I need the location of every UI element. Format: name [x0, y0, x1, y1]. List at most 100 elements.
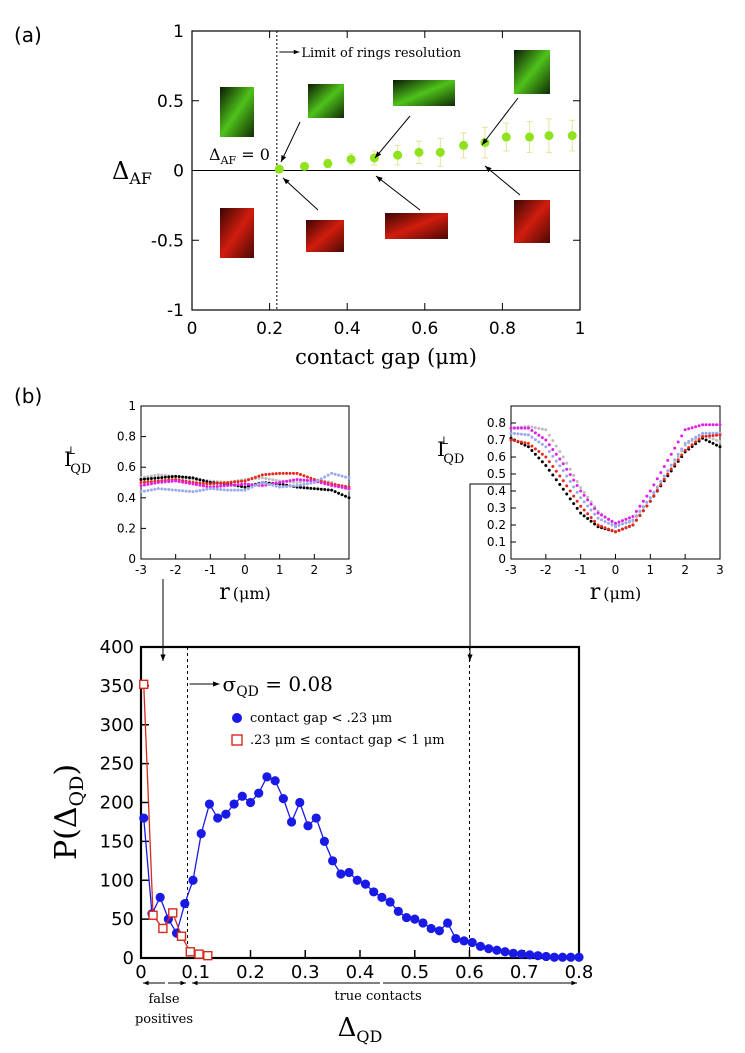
profile-point-gray: [153, 473, 157, 477]
x-tick-label: 0.6: [411, 319, 438, 339]
profile-point-lightblue: [704, 431, 708, 435]
profile-point-lightblue: [333, 472, 337, 476]
profile-point-red: [586, 512, 590, 516]
profile-point-red: [257, 474, 261, 478]
x-tick-label: 0.4: [334, 319, 361, 339]
profile-point-red: [593, 519, 597, 523]
y-tick-label: 0.5: [157, 92, 184, 112]
profile-point-lightblue: [156, 487, 160, 491]
y-tick-label: 0.8: [117, 430, 136, 444]
profile-point-black: [326, 488, 330, 492]
profile-point-lightblue: [627, 519, 631, 523]
profile-point-magenta: [641, 499, 645, 503]
profile-point-black: [174, 474, 178, 478]
profile-point-magenta: [305, 478, 309, 482]
profile-point-magenta: [662, 465, 666, 469]
green-thumbnail-3: [393, 80, 455, 106]
profile-point-red: [298, 473, 302, 477]
data-point: [459, 140, 469, 150]
red-square-point: [158, 923, 168, 934]
profile-point-magenta: [708, 423, 712, 427]
profile-point-gray: [589, 500, 593, 504]
profile-point-gray: [561, 455, 565, 459]
profile-point-red: [718, 433, 722, 437]
profile-point-magenta: [194, 483, 198, 487]
profile-point-lightblue: [690, 437, 694, 441]
blue-circle-point: [295, 797, 305, 808]
profile-point-lightblue: [600, 518, 604, 522]
profile-point-black: [312, 487, 316, 491]
blue-circle-point: [180, 898, 190, 909]
x-tick-label: 0.1: [181, 962, 210, 983]
profile-point-magenta: [278, 481, 282, 484]
thumb-arrow-r3: [375, 175, 421, 211]
blue-circle-point: [270, 776, 280, 786]
profile-point-red: [215, 481, 219, 485]
profile-point-lightblue: [551, 454, 555, 458]
profile-point-magenta: [540, 436, 544, 440]
y-tick-label: 0.4: [487, 484, 506, 498]
profile-point-black: [281, 483, 285, 487]
profile-point-magenta: [551, 448, 555, 452]
x-tick-label: 1: [575, 319, 586, 339]
profile-point-magenta: [212, 485, 216, 489]
x-tick-label: -3: [505, 563, 517, 577]
data-point: [393, 150, 403, 160]
profile-point-black: [582, 514, 586, 518]
profile-point-magenta: [215, 484, 219, 488]
profile-point-red: [201, 481, 205, 485]
profile-point-magenta: [184, 481, 188, 485]
profile-point-red: [673, 462, 677, 466]
profile-point-red: [271, 472, 275, 476]
profile-point-magenta: [547, 443, 551, 447]
profile-point-red: [295, 471, 299, 475]
data-point: [567, 131, 577, 141]
profile-point-magenta: [205, 484, 209, 488]
profile-point-magenta: [544, 438, 548, 442]
profile-point-magenta: [666, 458, 670, 462]
profile-point-gray: [572, 473, 576, 477]
profile-point-magenta: [302, 478, 306, 482]
data-point: [274, 164, 284, 174]
profile-point-lightblue: [236, 488, 240, 492]
profile-point-magenta: [648, 489, 652, 493]
profile-point-red: [519, 440, 523, 444]
profile-point-red: [233, 480, 237, 484]
blue-circle-point: [303, 821, 313, 831]
profile-point-lightblue: [240, 488, 244, 492]
profile-point-lightblue: [568, 479, 572, 483]
x-tick-label: -1: [204, 563, 216, 577]
profile-point-black: [704, 438, 708, 442]
profile-point-gray: [257, 476, 261, 480]
profile-point-black: [593, 522, 597, 526]
profile-point-red: [198, 481, 202, 485]
profile-point-magenta: [561, 462, 565, 466]
profile-point-gray: [271, 478, 275, 482]
profile-point-lightblue: [260, 481, 264, 484]
profile-point-red: [596, 523, 600, 527]
profile-point-red: [240, 479, 244, 483]
profile-point-magenta: [603, 515, 607, 519]
profile-point-magenta: [219, 484, 223, 488]
thumb-arrow-g2-head: [281, 155, 287, 162]
legend-marker-square: [231, 734, 243, 746]
limit-annotation-arrow-head: [293, 49, 300, 55]
profile-point-red: [516, 439, 520, 443]
blue-circle-point: [229, 799, 239, 809]
profile-point-lightblue: [610, 523, 614, 527]
profile-point-black: [201, 479, 205, 483]
profile-point-lightblue: [163, 487, 167, 491]
profile-point-lightblue: [292, 484, 296, 488]
false-positives-label-1: false: [148, 992, 179, 1007]
profile-point-gray: [160, 473, 164, 477]
panel-label-b: (b): [14, 384, 42, 408]
profile-point-lightblue: [530, 435, 534, 439]
y-tick-label: 0.1: [487, 535, 506, 549]
profile-point-lightblue: [188, 489, 192, 493]
blue-circle-point: [262, 772, 272, 782]
profile-point-red: [250, 477, 254, 481]
profile-point-black: [302, 486, 306, 490]
profile-point-black: [547, 468, 551, 472]
profile-point-lightblue: [191, 490, 195, 494]
profile-point-magenta: [201, 484, 205, 488]
